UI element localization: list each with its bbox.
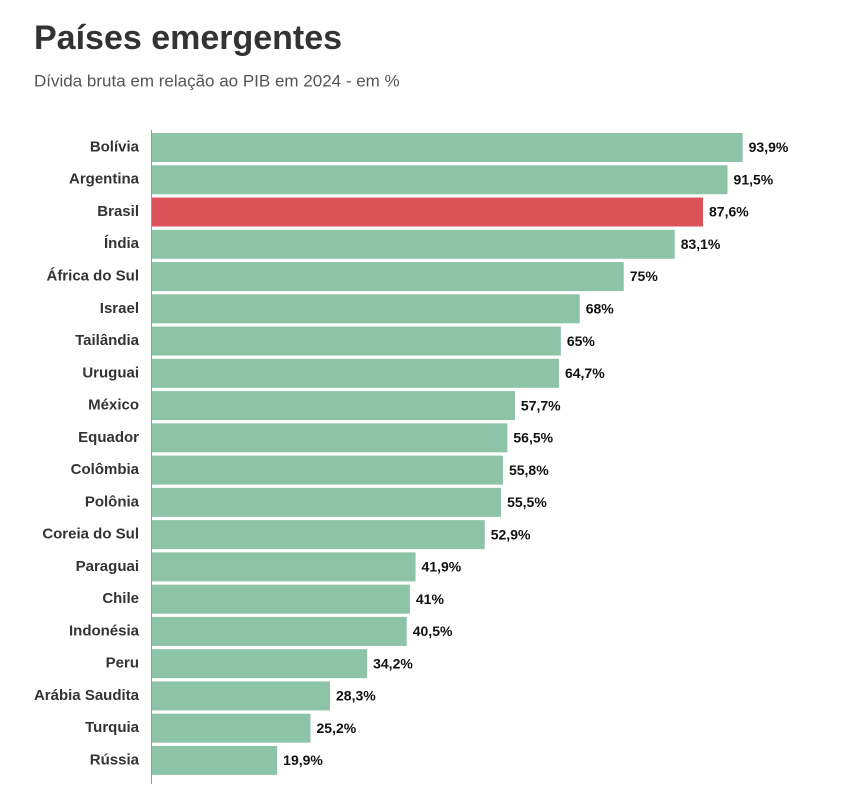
- y-tick-label: Tailândia: [75, 332, 140, 349]
- bar: [152, 713, 311, 743]
- y-tick-label: Israel: [100, 300, 139, 317]
- bar: [152, 745, 278, 775]
- value-label: 19,9%: [283, 752, 323, 768]
- value-label: 41%: [416, 591, 445, 607]
- bar: [152, 681, 331, 711]
- y-tick-label: Bolívia: [90, 138, 140, 155]
- y-tick-label: Coreia do Sul: [42, 526, 139, 543]
- value-label: 25,2%: [317, 720, 357, 736]
- chart-subtitle: Dívida bruta em relação ao PIB em 2024 -…: [34, 71, 400, 90]
- bar: [152, 133, 743, 162]
- y-tick-label: Brasil: [97, 203, 139, 220]
- bar: [152, 520, 485, 550]
- bar: [152, 584, 410, 614]
- y-tick-label: Paraguai: [76, 558, 139, 575]
- value-label: 55,8%: [509, 462, 549, 478]
- value-label: 57,7%: [521, 397, 561, 413]
- y-tick-label: Indonésia: [69, 622, 140, 639]
- value-label: 28,3%: [336, 688, 376, 704]
- value-label: 34,2%: [373, 655, 413, 671]
- bar: [152, 391, 515, 421]
- y-tick-label: Turquia: [85, 719, 140, 736]
- bar: [152, 229, 675, 259]
- bar: [152, 165, 728, 195]
- y-tick-label: Equador: [78, 429, 139, 446]
- bar: [152, 552, 416, 582]
- value-label: 75%: [630, 268, 659, 284]
- value-label: 41,9%: [422, 559, 462, 575]
- value-label: 40,5%: [413, 623, 453, 639]
- y-tick-label: Chile: [102, 590, 139, 607]
- bar: [152, 487, 502, 517]
- y-tick-label: Polônia: [85, 493, 140, 510]
- y-tick-label: México: [88, 397, 139, 414]
- bar: [152, 262, 624, 292]
- value-label: 93,9%: [749, 139, 789, 155]
- bar: [152, 326, 561, 356]
- value-label: 87,6%: [709, 204, 749, 220]
- bar: [152, 423, 508, 453]
- y-tick-label: Arábia Saudita: [34, 687, 140, 704]
- bar: [152, 455, 503, 485]
- value-label: 55,5%: [507, 494, 547, 510]
- value-label: 56,5%: [513, 430, 553, 446]
- bar: [152, 197, 704, 227]
- value-label: 83,1%: [681, 236, 721, 252]
- y-tick-label: Uruguai: [82, 364, 139, 381]
- y-tick-label: África do Sul: [46, 268, 139, 285]
- y-tick-label: Argentina: [69, 171, 140, 188]
- value-label: 65%: [567, 333, 596, 349]
- y-tick-label: Peru: [106, 655, 139, 672]
- value-label: 52,9%: [491, 526, 531, 542]
- y-tick-label: Colômbia: [71, 461, 140, 478]
- y-tick-label: Rússia: [90, 751, 140, 768]
- value-label: 91,5%: [734, 171, 774, 187]
- value-label: 64,7%: [565, 365, 605, 381]
- y-tick-label: Índia: [104, 235, 140, 252]
- value-label: 68%: [586, 301, 615, 317]
- bar: [152, 616, 407, 646]
- bar: [152, 358, 559, 388]
- bar: [152, 294, 580, 324]
- chart-title: Países emergentes: [34, 19, 342, 57]
- bar: [152, 649, 368, 679]
